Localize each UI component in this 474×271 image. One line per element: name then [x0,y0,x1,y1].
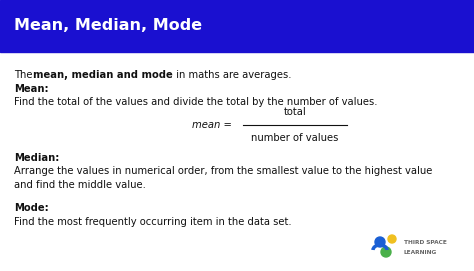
Text: Find the most frequently occurring item in the data set.: Find the most frequently occurring item … [14,217,292,227]
Text: The: The [14,70,36,80]
Text: THIRD SPACE: THIRD SPACE [404,240,447,246]
Text: mean =: mean = [192,120,235,130]
Circle shape [388,235,396,243]
Text: Mean:: Mean: [14,84,49,94]
Text: LEARNING: LEARNING [404,250,437,254]
Bar [0,0,474,52]
Text: total: total [283,107,306,117]
Text: number of values: number of values [251,133,339,143]
Text: Find the total of the values and divide the total by the number of values.: Find the total of the values and divide … [14,97,377,107]
Text: Mode:: Mode: [14,203,49,213]
Text: Median:: Median: [14,153,59,163]
Circle shape [375,237,385,247]
Text: in maths are averages.: in maths are averages. [173,70,291,80]
Text: mean, median and mode: mean, median and mode [33,70,173,80]
Text: Mean, Median, Mode: Mean, Median, Mode [14,18,202,34]
Circle shape [381,247,391,257]
Text: Arrange the values in numerical order, from the smallest value to the highest va: Arrange the values in numerical order, f… [14,166,432,190]
